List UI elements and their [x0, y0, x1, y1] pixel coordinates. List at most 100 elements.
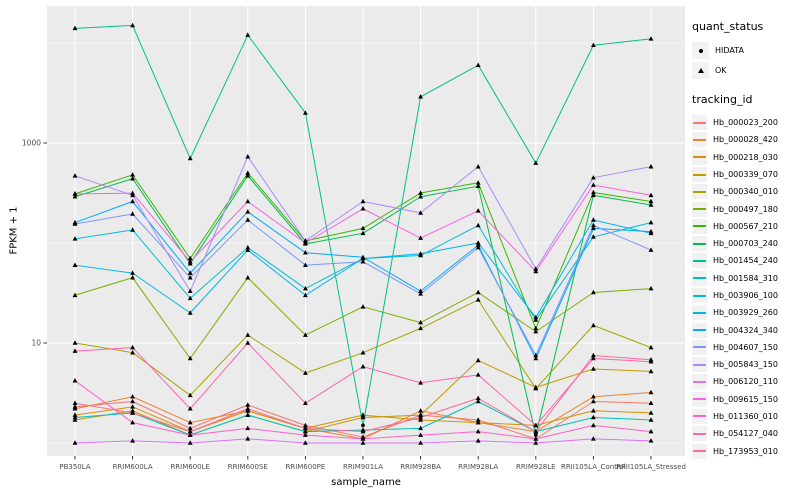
ok-point-marker: [475, 208, 481, 213]
ok-point-marker: [533, 328, 539, 334]
ok-point-marker: [130, 344, 135, 350]
legend-label: Hb_000028_420: [713, 135, 778, 145]
legend-label: Hb_001584_310: [713, 273, 778, 283]
y-tick-label: 10: [31, 339, 41, 348]
legend-color-key: [692, 443, 707, 459]
ok-point-marker: [187, 295, 193, 301]
ok-point-marker: [72, 236, 78, 241]
data-point-markers: [72, 22, 654, 445]
ok-point-marker: [418, 432, 423, 437]
quant-status-legend-title: quant_status: [692, 20, 764, 33]
ok-point-marker: [72, 173, 78, 178]
ok-point-marker: [303, 262, 308, 267]
ok-point-marker: [648, 163, 654, 169]
ok-point-marker: [648, 438, 654, 443]
ok-point-marker: [72, 348, 78, 353]
ok-point-marker: [187, 310, 193, 315]
ok-point-marker: [533, 325, 539, 331]
legend-label: Hb_000497_180: [713, 204, 778, 214]
ok-point-marker: [591, 182, 596, 187]
legend-entry-Hb_006120_110: Hb_006120_110: [692, 374, 798, 390]
legend-color-key: [692, 305, 707, 321]
ok-point-marker: [187, 419, 193, 425]
legend-color-key: [692, 184, 707, 200]
x-tick-label: PB350LA: [59, 463, 90, 471]
ok-point-marker: [648, 410, 654, 415]
legend-color-key: [692, 236, 707, 252]
hidata-point-marker: [361, 423, 365, 428]
ok-point-marker: [648, 228, 654, 234]
x-tick-label: RRIM928BA: [400, 463, 441, 471]
legend-entry-Hb_003929_260: Hb_003929_260: [692, 305, 798, 321]
color-swatch: [693, 190, 706, 193]
legend-label: Hb_173953_010: [713, 446, 778, 456]
ok-point-marker: [418, 380, 423, 385]
legend-entry-Hb_011360_010: Hb_011360_010: [692, 408, 798, 424]
tracking-id-legend-title: tracking_id: [692, 93, 753, 106]
ok-point-marker: [533, 385, 539, 391]
ok-point-marker: [648, 285, 654, 291]
ok-point-marker: [418, 412, 423, 417]
ok-point-marker: [475, 242, 481, 248]
legend-label: Hb_004607_150: [713, 342, 778, 352]
ok-point-marker: [648, 202, 654, 207]
ok-point-marker: [360, 349, 366, 355]
legend-color-key: [692, 408, 707, 424]
ok-point-marker: [475, 62, 481, 67]
ok-point-marker: [591, 322, 596, 328]
ok-point-marker: [130, 211, 135, 216]
x-tick-label: RRIM901LA: [343, 463, 383, 471]
ok-point-marker: [130, 172, 135, 177]
ok-point-marker: [245, 153, 251, 159]
x-tick-label: RRIM600LA: [113, 463, 153, 471]
ok-point-marker: [245, 217, 251, 222]
legend-panel: quant_status HIDATA OK tracking_id Hb_00…: [692, 20, 798, 461]
ok-point-marker: [360, 428, 366, 434]
ok-point-marker: [303, 370, 308, 375]
ok-point-marker: [648, 198, 654, 204]
ok-point-marker: [533, 314, 539, 320]
legend-entry-Hb_000218_030: Hb_000218_030: [692, 149, 798, 165]
ok-point-marker: [533, 266, 539, 271]
legend-entry-Hb_000497_180: Hb_000497_180: [692, 201, 798, 217]
color-swatch: [693, 208, 706, 211]
legend-color-key: [692, 218, 707, 234]
legend-color-key: [692, 426, 707, 442]
ok-point-marker: [591, 355, 596, 361]
ok-point-marker: [591, 42, 596, 48]
legend-label: Hb_001454_240: [713, 256, 778, 266]
ok-point-marker: [187, 259, 193, 264]
legend-entry-Hb_001454_240: Hb_001454_240: [692, 253, 798, 269]
ok-point-marker: [533, 352, 539, 358]
tracking-id-entries: Hb_000023_200 Hb_000028_420 Hb_000218_030 H…: [692, 115, 798, 459]
ok-point-marker: [72, 412, 78, 417]
ok-point-marker: [360, 414, 366, 420]
legend-color-key: [692, 167, 707, 183]
legend-color-key: [692, 115, 707, 131]
ok-point-marker: [648, 192, 654, 198]
ok-point-marker: [187, 406, 193, 411]
ok-point-marker: [245, 274, 251, 280]
ok-point-marker: [130, 227, 135, 232]
ok-point-marker: [187, 255, 193, 261]
x-tick-label: RRIM600PE: [285, 463, 325, 471]
color-swatch: [693, 432, 706, 435]
ok-point-marker: [418, 417, 423, 422]
legend-label: Hb_000703_240: [713, 239, 778, 249]
ok-point-marker: [418, 414, 423, 420]
ok-point-marker: [475, 395, 481, 401]
ok-point-marker: [187, 392, 193, 398]
color-swatch: [693, 311, 706, 314]
ok-point-marker: [475, 244, 481, 250]
ok-point-marker: [360, 304, 366, 309]
color-swatch: [693, 173, 706, 176]
ok-point-marker: [303, 249, 308, 255]
legend-entry-Hb_000340_010: Hb_000340_010: [692, 184, 798, 200]
ok-point-marker: [245, 32, 251, 37]
ok-point-marker: [245, 244, 251, 250]
triangle-marker-icon: [697, 68, 704, 73]
legend-label: Hb_011360_010: [713, 411, 778, 421]
ok-point-marker: [72, 292, 78, 298]
ok-point-marker: [303, 428, 308, 434]
legend-color-key: [692, 132, 707, 148]
